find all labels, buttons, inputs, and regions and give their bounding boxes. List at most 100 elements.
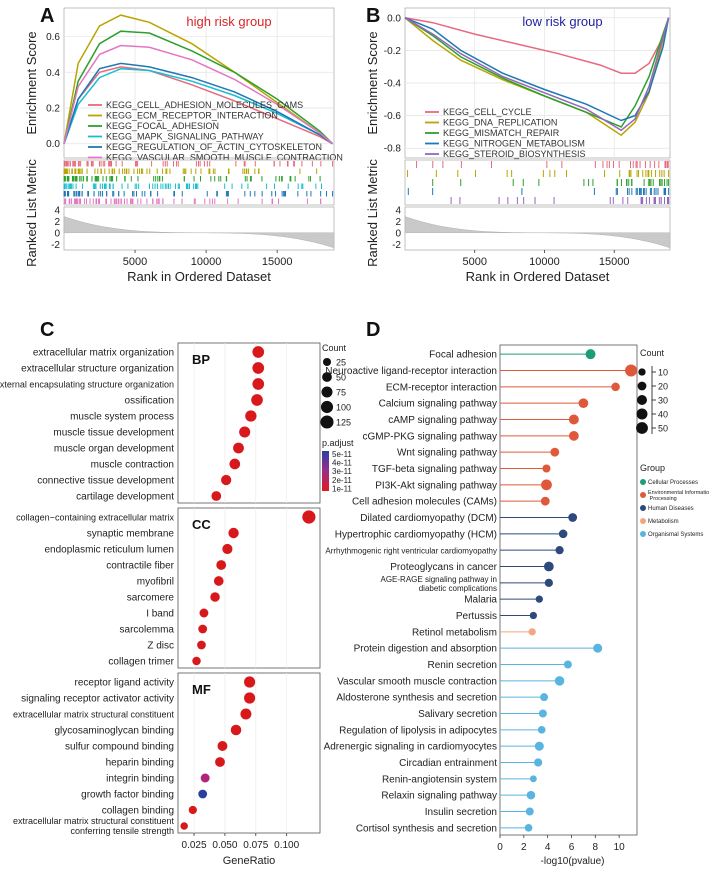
kegg-x-tick-label: 0 [497, 842, 503, 853]
go-legend-size-dot [321, 386, 333, 398]
kegg-legend-size-dot [636, 422, 648, 434]
kegg-pathway-label: Hypertrophic cardiomyopathy (HCM) [335, 529, 497, 540]
kegg-dot [544, 578, 553, 587]
go-term-label: cartilage development [76, 492, 174, 503]
kegg-x-tick-label: 8 [593, 842, 599, 853]
es-legend-label: KEGG_FOCAL_ADHESION [106, 121, 219, 131]
kegg-pathway-label: Renin secretion [428, 660, 497, 671]
kegg-dot [625, 364, 638, 377]
go-legend-size-label: 75 [336, 388, 346, 398]
kegg-legend: Count 10 20 30 40 50 Group Cellular Processes En… [636, 348, 709, 538]
kegg-pathway-label: Calcium signaling pathway [379, 399, 497, 410]
go-term-label: sarcolemma [120, 625, 175, 636]
go-term-label-line: extracellular matrix structural constitu… [13, 816, 175, 826]
es-y-axis-label: Enrichment Score [365, 31, 380, 134]
kegg-dot [585, 349, 596, 360]
kegg-dot [538, 709, 547, 718]
go-dot [192, 656, 201, 666]
kegg-pathway-label: Pertussis [456, 611, 497, 622]
go-term-label: extracellular structure organization [21, 364, 174, 375]
kegg-pathway-label: Relaxin signaling pathway [381, 791, 497, 802]
panel-letter-A: A [40, 5, 54, 27]
kegg-legend-group-label: Organismal Systems [648, 532, 703, 538]
kegg-pathway-label: Regulation of lipolysis in adipocytes [339, 725, 497, 736]
kegg-dot [529, 775, 537, 783]
go-legend-color-label: 5e-11 [332, 450, 352, 459]
go-x-axis-label: GeneRatio [223, 855, 276, 867]
kegg-legend-group-label: Environmental Informatio Processing [648, 490, 709, 502]
kegg-dot [540, 693, 549, 702]
go-dot [230, 724, 242, 736]
go-dot [200, 773, 210, 783]
go-term-label: myofibril [137, 577, 174, 588]
kegg-pathway-label: Wnt signaling pathway [397, 448, 497, 459]
kegg-pathway-label: Vascular smooth muscle contraction [337, 676, 497, 687]
es-series-line [63, 62, 334, 145]
metric-y-axis-label: Ranked List Metric [24, 159, 39, 267]
kegg-legend-title: Count [640, 348, 665, 358]
kegg-pathway-label: Renin-angiotensin system [382, 774, 497, 785]
go-x-tick-label: 0.075 [243, 840, 268, 851]
x-tick-label: 15000 [599, 256, 630, 268]
metric-ytick-label: 4 [395, 205, 401, 216]
kegg-dot [535, 595, 543, 603]
kegg-pathway-label: Dilated cardiomyopathy (DCM) [360, 513, 497, 524]
kegg-pathway-label: Proteoglycans in cancer [390, 562, 497, 573]
go-dot [216, 560, 227, 570]
kegg-pathway-label: Focal adhesion [429, 350, 497, 361]
kegg-dot [558, 529, 568, 539]
kegg-pathway-label: Cell adhesion molecules (CAMs) [352, 497, 497, 508]
es-series-line [63, 30, 334, 145]
es-series-line [63, 66, 333, 145]
kegg-pathway-label: Insulin secretion [425, 807, 497, 818]
go-term-label: connective tissue development [37, 476, 174, 487]
go-term-label: contractile fiber [106, 561, 174, 572]
go-legend-size-label: 25 [336, 358, 346, 368]
go-x-tick-label: 0.025 [182, 840, 207, 851]
kegg-pathway-label: PI3K-Akt signaling pathway [375, 480, 497, 491]
kegg-legend-size-label: 40 [658, 410, 668, 420]
go-dot [210, 592, 220, 602]
es-legend: KEGG_CELL_CYCLEKEGG_DNA_REPLICATIONKEGG_… [425, 107, 586, 159]
go-term-label: external encapsulating structure organiz… [0, 380, 174, 390]
x-axis-label: Rank in Ordered Dataset [127, 269, 271, 284]
kegg-pathway-label: AGE-RAGE signaling pathway in diabetic co… [381, 575, 498, 593]
kegg-dot [550, 447, 560, 457]
go-dot [211, 491, 222, 501]
go-legend-size-label: 100 [336, 403, 351, 413]
go-term-label: endoplasmic reticulum lumen [44, 545, 174, 556]
kegg-dot [578, 398, 589, 408]
metric-area-fill [404, 216, 671, 249]
go-term-label: collagen trimer [108, 657, 174, 668]
go-dot [188, 805, 197, 815]
x-axis-label: Rank in Ordered Dataset [466, 269, 610, 284]
es-title: high risk group [186, 14, 271, 29]
go-legend-size-dot [322, 372, 332, 382]
go-term-label: extracellular matrix organization [33, 348, 174, 359]
kegg-legend-size-dot [636, 408, 648, 420]
es-series-line [404, 17, 670, 74]
go-term-label: heparin binding [106, 758, 174, 769]
kegg-pathway-label: Malaria [464, 595, 497, 606]
go-legend-size-label: 50 [336, 373, 346, 383]
kegg-pathway-label-line: diabetic complications [419, 584, 497, 593]
kegg-dot [593, 643, 603, 653]
es-y-axis-label: Enrichment Score [24, 31, 39, 134]
go-term-label: ossification [125, 396, 174, 407]
kegg-pathway-label: Aldosterone synthesis and secretion [336, 693, 497, 704]
hit-strip-area [63, 159, 335, 206]
go-term-label: collagen binding [102, 806, 174, 817]
go-dot [252, 346, 265, 358]
kegg-legend-size-label: 30 [658, 396, 668, 406]
es-legend-label: KEGG_MAPK_SIGNALING_PATHWAY [106, 132, 264, 142]
kegg-dot [537, 726, 546, 734]
go-term-label: extracellular matrix structural constitu… [13, 710, 175, 720]
kegg-pathway-label: Circadian entrainment [399, 758, 497, 769]
go-term-label: Z disc [147, 641, 174, 652]
go-term-label: muscle organ development [54, 444, 174, 455]
go-facet-label: CC [192, 517, 211, 532]
kegg-pathway-label: cAMP signaling pathway [388, 415, 497, 426]
kegg-x-tick-label: 10 [614, 842, 626, 853]
es-legend-label: KEGG_VASCULAR_SMOOTH_MUSCLE_CONTRACTION [106, 153, 343, 163]
